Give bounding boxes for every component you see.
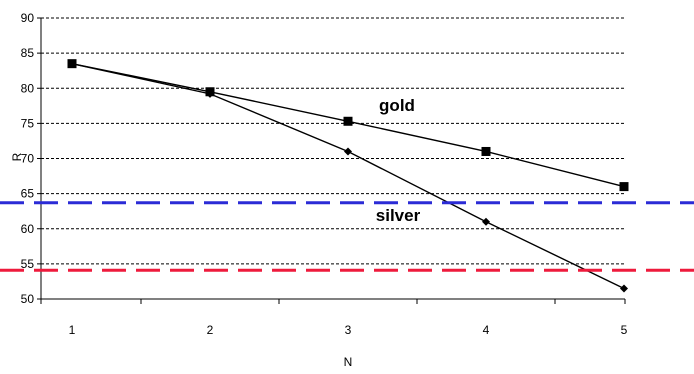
x-tick-label-5: 5 [621, 323, 628, 337]
gridlines [41, 17, 625, 265]
silver-series-label: silver [376, 206, 421, 225]
gold-marker-5 [619, 182, 629, 192]
y-tick-label-70: 70 [21, 152, 35, 166]
tick-labels: 50 55 60 65 70 75 80 85 90 1 2 3 4 5 [21, 11, 628, 337]
reference-lines [0, 201, 694, 272]
gold-marker-3 [343, 116, 353, 126]
silver-marker-2 [206, 89, 214, 98]
y-tick-label-60: 60 [21, 222, 35, 236]
y-tick-label-55: 55 [21, 257, 35, 271]
y-axis-title: R [10, 152, 24, 161]
silver-marker-3 [344, 147, 352, 156]
x-tick-label-2: 2 [207, 323, 214, 337]
y-tick-label-75: 75 [21, 116, 35, 130]
y-tick-label-90: 90 [21, 11, 35, 25]
x-axis-title: N [344, 355, 353, 369]
series-group [67, 59, 629, 293]
plot-frame [37, 17, 626, 304]
gold-series-label: gold [379, 96, 415, 115]
silver-marker-1 [68, 59, 76, 68]
x-tick-label-4: 4 [483, 323, 490, 337]
x-tick-label-3: 3 [345, 323, 352, 337]
y-tick-label-80: 80 [21, 81, 35, 95]
gold-marker-4 [481, 146, 491, 156]
y-tick-label-85: 85 [21, 46, 35, 60]
silver-series-line [71, 62, 625, 290]
silver-marker-4 [482, 217, 490, 226]
y-tick-label-50: 50 [21, 292, 35, 306]
x-tick-label-1: 1 [69, 323, 76, 337]
y-tick-label-65: 65 [21, 187, 35, 201]
series-labels: gold silver [376, 96, 421, 225]
silver-marker-5 [620, 284, 628, 293]
